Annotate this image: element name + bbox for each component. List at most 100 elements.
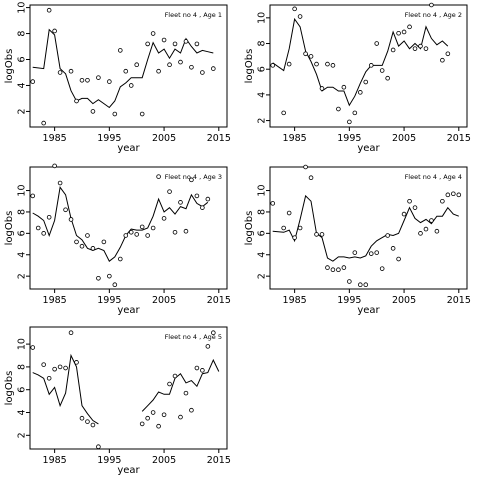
observation-point xyxy=(286,210,292,216)
observation-point xyxy=(139,421,145,427)
panel-title: Fleet no 4 , Age 2 xyxy=(405,11,462,19)
observation-point xyxy=(379,266,385,271)
fitted-line xyxy=(32,353,220,425)
observation-point xyxy=(74,360,79,365)
observation-point xyxy=(418,43,423,49)
observation-point xyxy=(292,235,297,240)
observation-point xyxy=(374,250,380,255)
fitted-line xyxy=(272,194,459,262)
y-tick-label: 8 xyxy=(17,209,28,215)
x-tick-label: 2015 xyxy=(207,455,231,466)
y-tick-label: 2 xyxy=(17,273,28,279)
fitted-line xyxy=(32,186,209,262)
observation-point xyxy=(211,330,216,336)
observation-point xyxy=(172,373,178,379)
observation-point xyxy=(156,68,161,74)
observation-point xyxy=(41,231,46,236)
observation-point xyxy=(167,62,172,68)
x-tick-label: 1995 xyxy=(97,295,121,306)
observation-point xyxy=(314,232,319,237)
panel-3: 1985 1995 2005 2015 2 4 6 8 10 year logObs Fleet no… xyxy=(4,163,231,316)
observation-point xyxy=(390,246,396,251)
observation-point xyxy=(396,30,401,36)
observation-point xyxy=(368,251,374,256)
observation-point xyxy=(281,225,286,231)
observation-point xyxy=(205,196,211,202)
observation-point xyxy=(123,233,129,238)
observation-point xyxy=(434,228,440,234)
x-tick-label: 1995 xyxy=(97,455,121,466)
observation-point xyxy=(79,243,85,249)
observation-point xyxy=(101,239,107,245)
observation-point xyxy=(57,70,63,75)
observation-point xyxy=(363,79,369,85)
observation-point xyxy=(281,110,286,116)
observation-point xyxy=(96,75,101,80)
x-tick-label: 1985 xyxy=(43,133,67,144)
observation-point xyxy=(189,407,194,413)
x-tick-label: 1985 xyxy=(283,295,307,306)
observation-point xyxy=(407,24,412,30)
x-tick-label: 2005 xyxy=(152,133,176,144)
observation-point xyxy=(178,414,183,420)
x-tick-label: 2005 xyxy=(392,295,416,306)
observation-point xyxy=(418,231,423,236)
observation-point xyxy=(407,198,412,204)
x-axis-label: year xyxy=(117,305,140,316)
y-tick-label: 8 xyxy=(257,209,268,215)
observation-point xyxy=(440,198,445,204)
observation-point xyxy=(128,229,134,235)
observation-point xyxy=(183,390,189,396)
x-tick-label: 1985 xyxy=(43,295,67,306)
observation-point xyxy=(167,381,172,387)
observation-point xyxy=(412,46,418,51)
observation-point xyxy=(128,83,134,88)
observation-point xyxy=(325,61,330,67)
observation-point xyxy=(194,41,200,47)
observation-point xyxy=(150,225,156,231)
y-tick-label: 8 xyxy=(257,41,268,47)
observation-point xyxy=(308,175,314,181)
y-tick-label: 6 xyxy=(17,230,28,236)
panel-1: 1985 1995 2005 2015 2 4 6 8 10 year logObs Fleet no… xyxy=(4,2,231,154)
observation-point xyxy=(303,51,308,57)
observation-point xyxy=(90,109,96,114)
observation-point xyxy=(330,63,336,68)
observation-point xyxy=(396,256,401,262)
observation-point xyxy=(123,68,129,74)
observation-point xyxy=(374,41,380,46)
y-tick-label: 10 xyxy=(257,12,268,24)
observation-point xyxy=(401,211,407,217)
observation-point xyxy=(96,444,101,450)
observation-point xyxy=(150,31,156,36)
y-tick-label: 8 xyxy=(17,31,28,37)
observation-point xyxy=(172,229,178,235)
observation-point xyxy=(292,6,297,12)
observation-point xyxy=(46,214,52,220)
observation-point xyxy=(270,63,276,68)
panel-title: Fleet no 4 , Age 4 xyxy=(405,173,462,181)
y-tick-label: 4 xyxy=(17,82,28,88)
y-tick-label: 4 xyxy=(17,252,28,258)
observation-point xyxy=(172,41,178,47)
x-tick-label: 1995 xyxy=(337,295,361,306)
observation-point xyxy=(401,29,407,35)
plot-frame xyxy=(29,326,228,450)
y-tick-label: 4 xyxy=(17,409,28,415)
observation-point xyxy=(117,256,123,262)
y-tick-label: 6 xyxy=(257,230,268,236)
panel-4: 1985 1995 2005 2015 2 4 6 8 10 year logObs Fleet no… xyxy=(244,164,471,316)
observation-point xyxy=(167,189,172,194)
y-axis-label: logObs xyxy=(4,49,15,84)
observation-point xyxy=(68,217,74,222)
observation-point xyxy=(429,2,434,8)
observation-point xyxy=(41,362,46,367)
observation-point xyxy=(161,216,167,221)
observation-point xyxy=(189,64,194,70)
y-tick-label: 4 xyxy=(257,252,268,258)
x-tick-label: 2015 xyxy=(207,133,231,144)
x-tick-label: 2015 xyxy=(207,295,231,306)
observation-point xyxy=(325,265,330,270)
x-tick-label: 2015 xyxy=(447,133,471,144)
